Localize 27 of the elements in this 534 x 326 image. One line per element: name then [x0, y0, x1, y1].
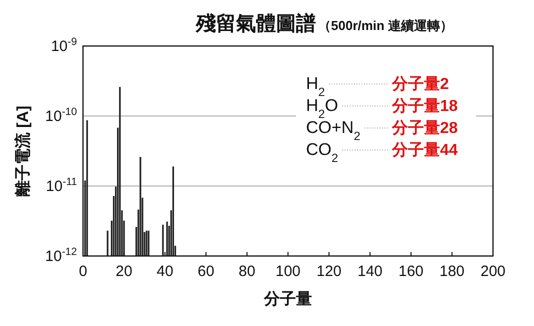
x-tick-label: 100	[275, 263, 301, 280]
x-tick-label: 140	[357, 263, 383, 280]
annotation: 分子量28	[391, 119, 458, 137]
x-tick-label: 180	[439, 263, 465, 280]
x-tick-label: 40	[156, 263, 174, 280]
x-axis-title: 分子量	[263, 290, 312, 308]
y-tick-label: 10$^{-9}$	[50, 36, 78, 55]
y-axis-title: 離子電流 [A]	[13, 106, 32, 198]
x-tick-label: 80	[238, 263, 256, 280]
chart-subtitle: （500r/min 連續運轉）	[318, 18, 454, 33]
x-tick-label: 0	[78, 263, 88, 280]
annotation: 分子量2	[391, 75, 449, 93]
annotation: CO$_{2}$	[306, 140, 338, 165]
annotation: 分子量18	[391, 97, 458, 115]
y-tick-label: 10$^{-12}$	[45, 246, 78, 265]
x-tick-label: 160	[398, 263, 424, 280]
annotation: CO+N$_{2}$	[306, 118, 361, 143]
y-tick-label: 10$^{-11}$	[46, 176, 78, 195]
x-tick-label: 120	[316, 263, 342, 280]
x-tick-label: 60	[198, 263, 214, 280]
chart-title: 殘留氣體圖譜	[195, 12, 316, 35]
annotation: 分子量44	[391, 141, 458, 159]
x-tick-label: 200	[480, 263, 506, 280]
x-tick-label: 20	[116, 263, 132, 280]
annotation: H$_{2}$O	[306, 96, 338, 121]
y-tick-label: 10$^{-10}$	[45, 106, 78, 125]
annotation: H$_{2}$	[306, 74, 326, 99]
